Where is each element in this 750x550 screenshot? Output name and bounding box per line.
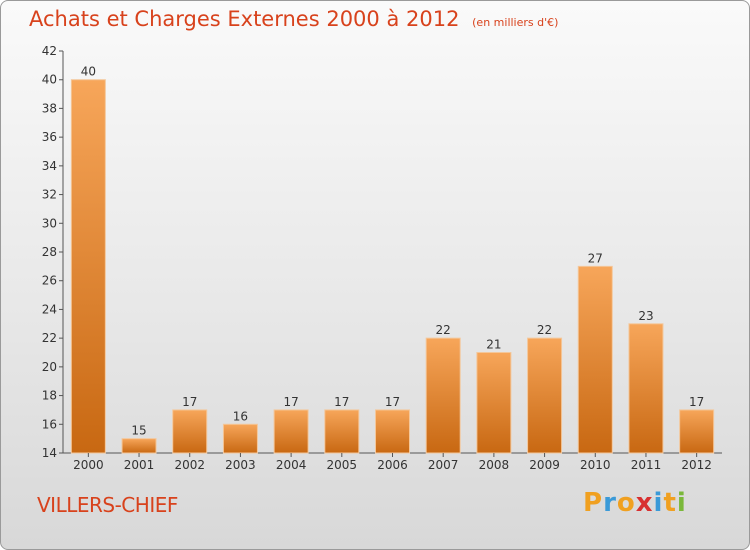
data-label: 21	[486, 338, 501, 352]
bar	[222, 423, 258, 454]
y-tick-label: 42	[42, 44, 57, 58]
bar	[172, 409, 208, 454]
bar	[70, 79, 106, 454]
x-tick-label: 2003	[225, 458, 256, 472]
data-label: 17	[283, 395, 298, 409]
x-tick-label: 2002	[174, 458, 205, 472]
data-label: 17	[385, 395, 400, 409]
x-tick-label: 2012	[681, 458, 712, 472]
x-tick-label: 2009	[529, 458, 560, 472]
logo-letter: o	[616, 488, 636, 518]
y-tick-label: 18	[42, 389, 57, 403]
y-tick-label: 34	[42, 159, 57, 173]
bar	[577, 265, 613, 454]
x-tick-label: 2011	[631, 458, 662, 472]
data-label: 17	[182, 395, 197, 409]
bar	[425, 337, 461, 454]
x-tick-label: 2008	[479, 458, 510, 472]
logo-letter: i	[676, 488, 687, 518]
x-tick-label: 2000	[73, 458, 104, 472]
chart-subtitle: (en milliers d'€)	[472, 16, 559, 29]
bar	[324, 409, 360, 454]
town-name: VILLERS-CHIEF	[37, 493, 178, 517]
y-tick-label: 16	[42, 417, 57, 431]
bar	[273, 409, 309, 454]
data-label: 15	[131, 424, 146, 438]
chart-title: Achats et Charges Externes 2000 à 2012 (…	[29, 7, 558, 31]
data-label: 23	[638, 309, 653, 323]
logo-letter: i	[653, 488, 664, 518]
y-tick-label: 14	[42, 446, 57, 460]
y-tick-label: 32	[42, 188, 57, 202]
bar	[375, 409, 410, 454]
chart-title-text: Achats et Charges Externes 2000 à 2012	[29, 7, 460, 31]
data-label: 17	[689, 395, 704, 409]
logo-letter: x	[635, 488, 654, 518]
logo-letter: t	[663, 488, 677, 518]
y-tick-label: 30	[42, 216, 57, 230]
y-tick-label: 20	[42, 360, 57, 374]
data-label: 27	[588, 251, 603, 265]
y-tick-label: 40	[42, 73, 57, 87]
x-tick-label: 2007	[428, 458, 459, 472]
y-tick-label: 38	[42, 101, 57, 115]
x-tick-label: 2006	[377, 458, 408, 472]
data-label: 22	[436, 323, 451, 337]
logo-letter: P	[583, 488, 604, 518]
x-tick-label: 2010	[580, 458, 611, 472]
bar	[121, 438, 157, 454]
bar-chart: 14 16 18 20 22 24 26 28 30 32 34 36 38 40 42 40 2000 15 20…	[42, 44, 722, 472]
y-tick-label: 24	[42, 302, 57, 316]
bar	[679, 409, 715, 454]
y-tick-label: 22	[42, 331, 57, 345]
y-tick-label: 28	[42, 245, 57, 259]
proxiti-logo: Proxiti	[583, 488, 687, 518]
y-tick-label: 26	[42, 274, 57, 288]
bar	[476, 352, 512, 454]
data-label: 17	[334, 395, 349, 409]
logo-letter: r	[603, 488, 617, 518]
data-label: 40	[81, 65, 96, 79]
y-tick-label: 36	[42, 130, 57, 144]
x-tick-label: 2005	[327, 458, 358, 472]
bar	[628, 323, 664, 454]
bar	[527, 337, 563, 454]
x-tick-label: 2004	[276, 458, 307, 472]
data-label: 16	[233, 409, 248, 423]
data-label: 22	[537, 323, 552, 337]
x-tick-label: 2001	[124, 458, 155, 472]
